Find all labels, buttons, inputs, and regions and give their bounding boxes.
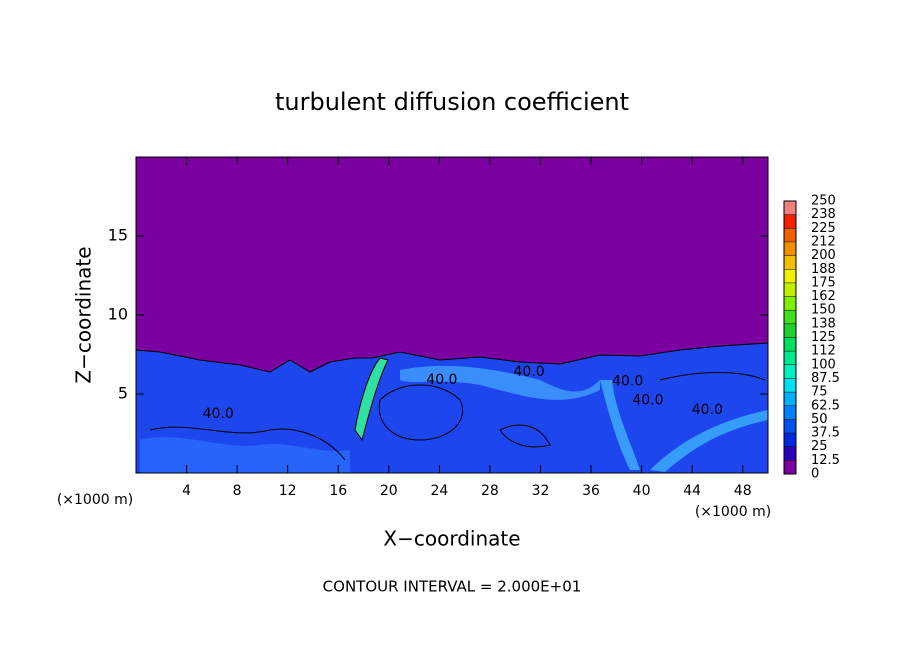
contour-label: 40.0: [514, 364, 545, 380]
colorbar-band: [784, 446, 796, 461]
colorbar-band: [784, 228, 796, 242]
field-streak: [600, 380, 640, 470]
field: [135, 157, 769, 474]
colorbar-band: [784, 323, 796, 338]
colorbar-band: [784, 310, 796, 324]
x-tick-label: 28: [481, 483, 499, 499]
y-tick-label: 5: [118, 384, 128, 403]
colorbar-band: [784, 351, 796, 365]
colorbar-label: 62.5: [811, 398, 840, 413]
x-unit-label: (×1000 m): [57, 492, 133, 508]
colorbar-label: 150: [811, 303, 836, 318]
contour-label: 40.0: [203, 406, 234, 422]
colorbar-band: [784, 282, 796, 297]
colorbar-label: 200: [811, 248, 836, 263]
x-tick-label: 12: [279, 483, 297, 499]
colorbar-label: 50: [811, 412, 828, 427]
x-tick-label: 20: [380, 483, 398, 499]
colorbar-band: [784, 405, 796, 420]
contour-line: [659, 372, 766, 381]
x-tick-label: 32: [532, 483, 550, 499]
colorbar-band: [784, 460, 796, 474]
x-tick-label: 36: [582, 483, 600, 499]
colorbar-label: 100: [811, 357, 836, 372]
colorbar-label: 250: [811, 194, 836, 209]
colorbar-band: [784, 378, 796, 393]
colorbar-band: [784, 433, 796, 447]
colorbar-label: 162: [811, 289, 836, 304]
y-axis-label: Z−coordinate: [72, 246, 96, 383]
x-tick-label: 24: [430, 483, 448, 499]
colorbar-label: 212: [811, 234, 836, 249]
y-tick-label: 15: [108, 226, 128, 245]
chart-title: turbulent diffusion coefficient: [275, 88, 629, 116]
colorbar-band: [784, 269, 796, 283]
colorbar-label: 125: [811, 330, 836, 345]
colorbar-band: [784, 337, 796, 352]
colorbar-band: [784, 296, 796, 311]
field-streak: [650, 410, 768, 472]
colorbar-label: 238: [811, 207, 836, 222]
x-axis-label: X−coordinate: [383, 527, 520, 551]
field-streak: [354, 357, 389, 442]
colorbar-band: [784, 201, 796, 215]
contour-label: 40.0: [692, 402, 723, 418]
colorbar-label: 138: [811, 316, 836, 331]
x-tick-label: 48: [734, 483, 752, 499]
x-tick-label: 16: [329, 483, 347, 499]
colorbar-label: 25: [811, 439, 828, 454]
colorbar-band: [784, 214, 796, 229]
colorbar-band: [784, 241, 796, 256]
contour-line: [499, 424, 551, 448]
contour-label: 40.0: [632, 392, 663, 408]
x-tick-label: 4: [182, 483, 191, 499]
contour-line: [378, 384, 463, 441]
contour-label: 40.0: [426, 372, 457, 388]
colorbar-band: [784, 419, 796, 434]
colorbar-label: 188: [811, 262, 836, 277]
colorbar-label: 0: [811, 467, 819, 482]
colorbar-band: [784, 392, 796, 406]
colorbar-label: 87.5: [811, 371, 840, 386]
contour-line: [149, 426, 346, 461]
x-tick-label: 8: [233, 483, 242, 499]
colorbar-label: 225: [811, 221, 836, 236]
colorbar-label: 12.5: [811, 453, 840, 468]
contour-label: 40.0: [612, 373, 643, 389]
field-lower: [135, 342, 769, 474]
colorbar-band: [784, 364, 796, 379]
x-tick-label: 44: [683, 483, 701, 499]
y-tick-label: 10: [108, 305, 128, 324]
x-tick-label: 40: [633, 483, 651, 499]
colorbar-label: 37.5: [811, 426, 840, 441]
field-streak: [400, 365, 600, 400]
colorbar-label: 175: [811, 275, 836, 290]
colorbar-label: 112: [811, 344, 836, 359]
x-unit-label: (×1000 m): [695, 504, 771, 520]
field-streak: [140, 437, 350, 473]
annotation: CONTOUR INTERVAL = 2.000E+01: [323, 578, 582, 596]
colorbar-label: 75: [811, 385, 828, 400]
colorbar-band: [784, 255, 796, 270]
